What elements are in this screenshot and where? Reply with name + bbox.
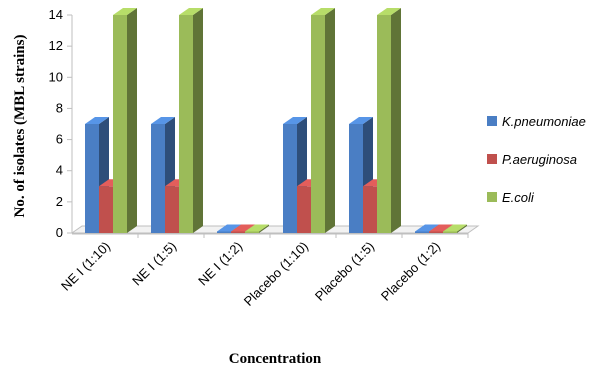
bar-side bbox=[127, 8, 137, 233]
bar bbox=[443, 224, 467, 233]
bar bbox=[245, 224, 269, 233]
bar-front bbox=[245, 231, 259, 233]
bar-top bbox=[415, 224, 439, 232]
bar-side bbox=[193, 8, 203, 233]
bar-top bbox=[113, 8, 137, 15]
legend-swatch bbox=[487, 192, 497, 202]
bar-top bbox=[311, 8, 335, 15]
x-tick-label: Placebo (1:10) bbox=[241, 239, 311, 309]
legend: K.pneumoniae P.aeruginosa E.coli bbox=[487, 114, 586, 205]
legend-label: K.pneumoniae bbox=[502, 114, 586, 129]
bar-front bbox=[217, 231, 231, 233]
bar-top bbox=[231, 224, 255, 232]
bar-front bbox=[443, 231, 457, 233]
bar-front bbox=[85, 124, 99, 233]
bar-top bbox=[179, 8, 203, 15]
legend-swatch bbox=[487, 116, 497, 126]
y-axis: 0 2 4 6 8 10 12 14 bbox=[49, 7, 73, 240]
bar-top bbox=[151, 117, 175, 124]
y-tick-label: 8 bbox=[56, 100, 63, 115]
bar-front bbox=[283, 124, 297, 233]
x-axis-categories: NE I (1:10) NE I (1:5) NE I (1:2)Placebo (… bbox=[58, 233, 469, 309]
y-axis-title: No. of isolates (MBL strains) bbox=[12, 35, 28, 218]
bar-top bbox=[443, 224, 467, 232]
y-tick-label: 0 bbox=[56, 225, 63, 240]
x-tick-label: NE I (1:5) bbox=[129, 239, 179, 289]
bar-front bbox=[349, 124, 363, 233]
x-tick-label: Placebo (1:5) bbox=[312, 239, 377, 304]
y-tick-label: 12 bbox=[49, 38, 63, 53]
bar-side bbox=[259, 224, 269, 233]
bar bbox=[311, 8, 335, 233]
bar-top bbox=[217, 224, 241, 232]
bar-side bbox=[457, 224, 467, 233]
bar-top bbox=[349, 117, 373, 124]
bar-top bbox=[283, 117, 307, 124]
bar-front bbox=[311, 15, 325, 233]
y-tick-label: 14 bbox=[49, 7, 63, 22]
bar-front bbox=[165, 186, 179, 233]
legend-item: K.pneumoniae bbox=[487, 114, 586, 129]
bar-top bbox=[85, 117, 109, 124]
bar-top bbox=[429, 224, 453, 232]
bar-side bbox=[325, 8, 335, 233]
legend-swatch bbox=[487, 154, 497, 164]
legend-label: P.aeruginosa bbox=[502, 152, 577, 167]
bar-front bbox=[363, 186, 377, 233]
legend-label: E.coli bbox=[502, 190, 535, 205]
bar-front bbox=[231, 231, 245, 233]
bars bbox=[85, 8, 467, 233]
x-tick-label: Placebo (1:2) bbox=[378, 239, 443, 304]
bar-top bbox=[377, 8, 401, 15]
bar-top bbox=[245, 224, 269, 232]
legend-item: E.coli bbox=[487, 190, 535, 205]
bar-front bbox=[113, 15, 127, 233]
bar-front bbox=[429, 231, 443, 233]
y-tick-label: 4 bbox=[56, 163, 63, 178]
x-axis-title: Concentration bbox=[229, 351, 322, 367]
bar-front bbox=[377, 15, 391, 233]
y-tick-label: 2 bbox=[56, 194, 63, 209]
bar-side bbox=[391, 8, 401, 233]
bar-front bbox=[99, 186, 113, 233]
bar-front bbox=[151, 124, 165, 233]
bar-front bbox=[415, 231, 429, 233]
x-tick-label: NE I (1:2) bbox=[195, 239, 245, 289]
bar bbox=[377, 8, 401, 233]
bar bbox=[113, 8, 137, 233]
y-tick-label: 6 bbox=[56, 132, 63, 147]
bar-front bbox=[297, 186, 311, 233]
y-tick-label: 10 bbox=[49, 69, 63, 84]
bar-front bbox=[179, 15, 193, 233]
bar bbox=[179, 8, 203, 233]
x-tick-label: NE I (1:10) bbox=[58, 239, 113, 294]
legend-item: P.aeruginosa bbox=[487, 152, 577, 167]
